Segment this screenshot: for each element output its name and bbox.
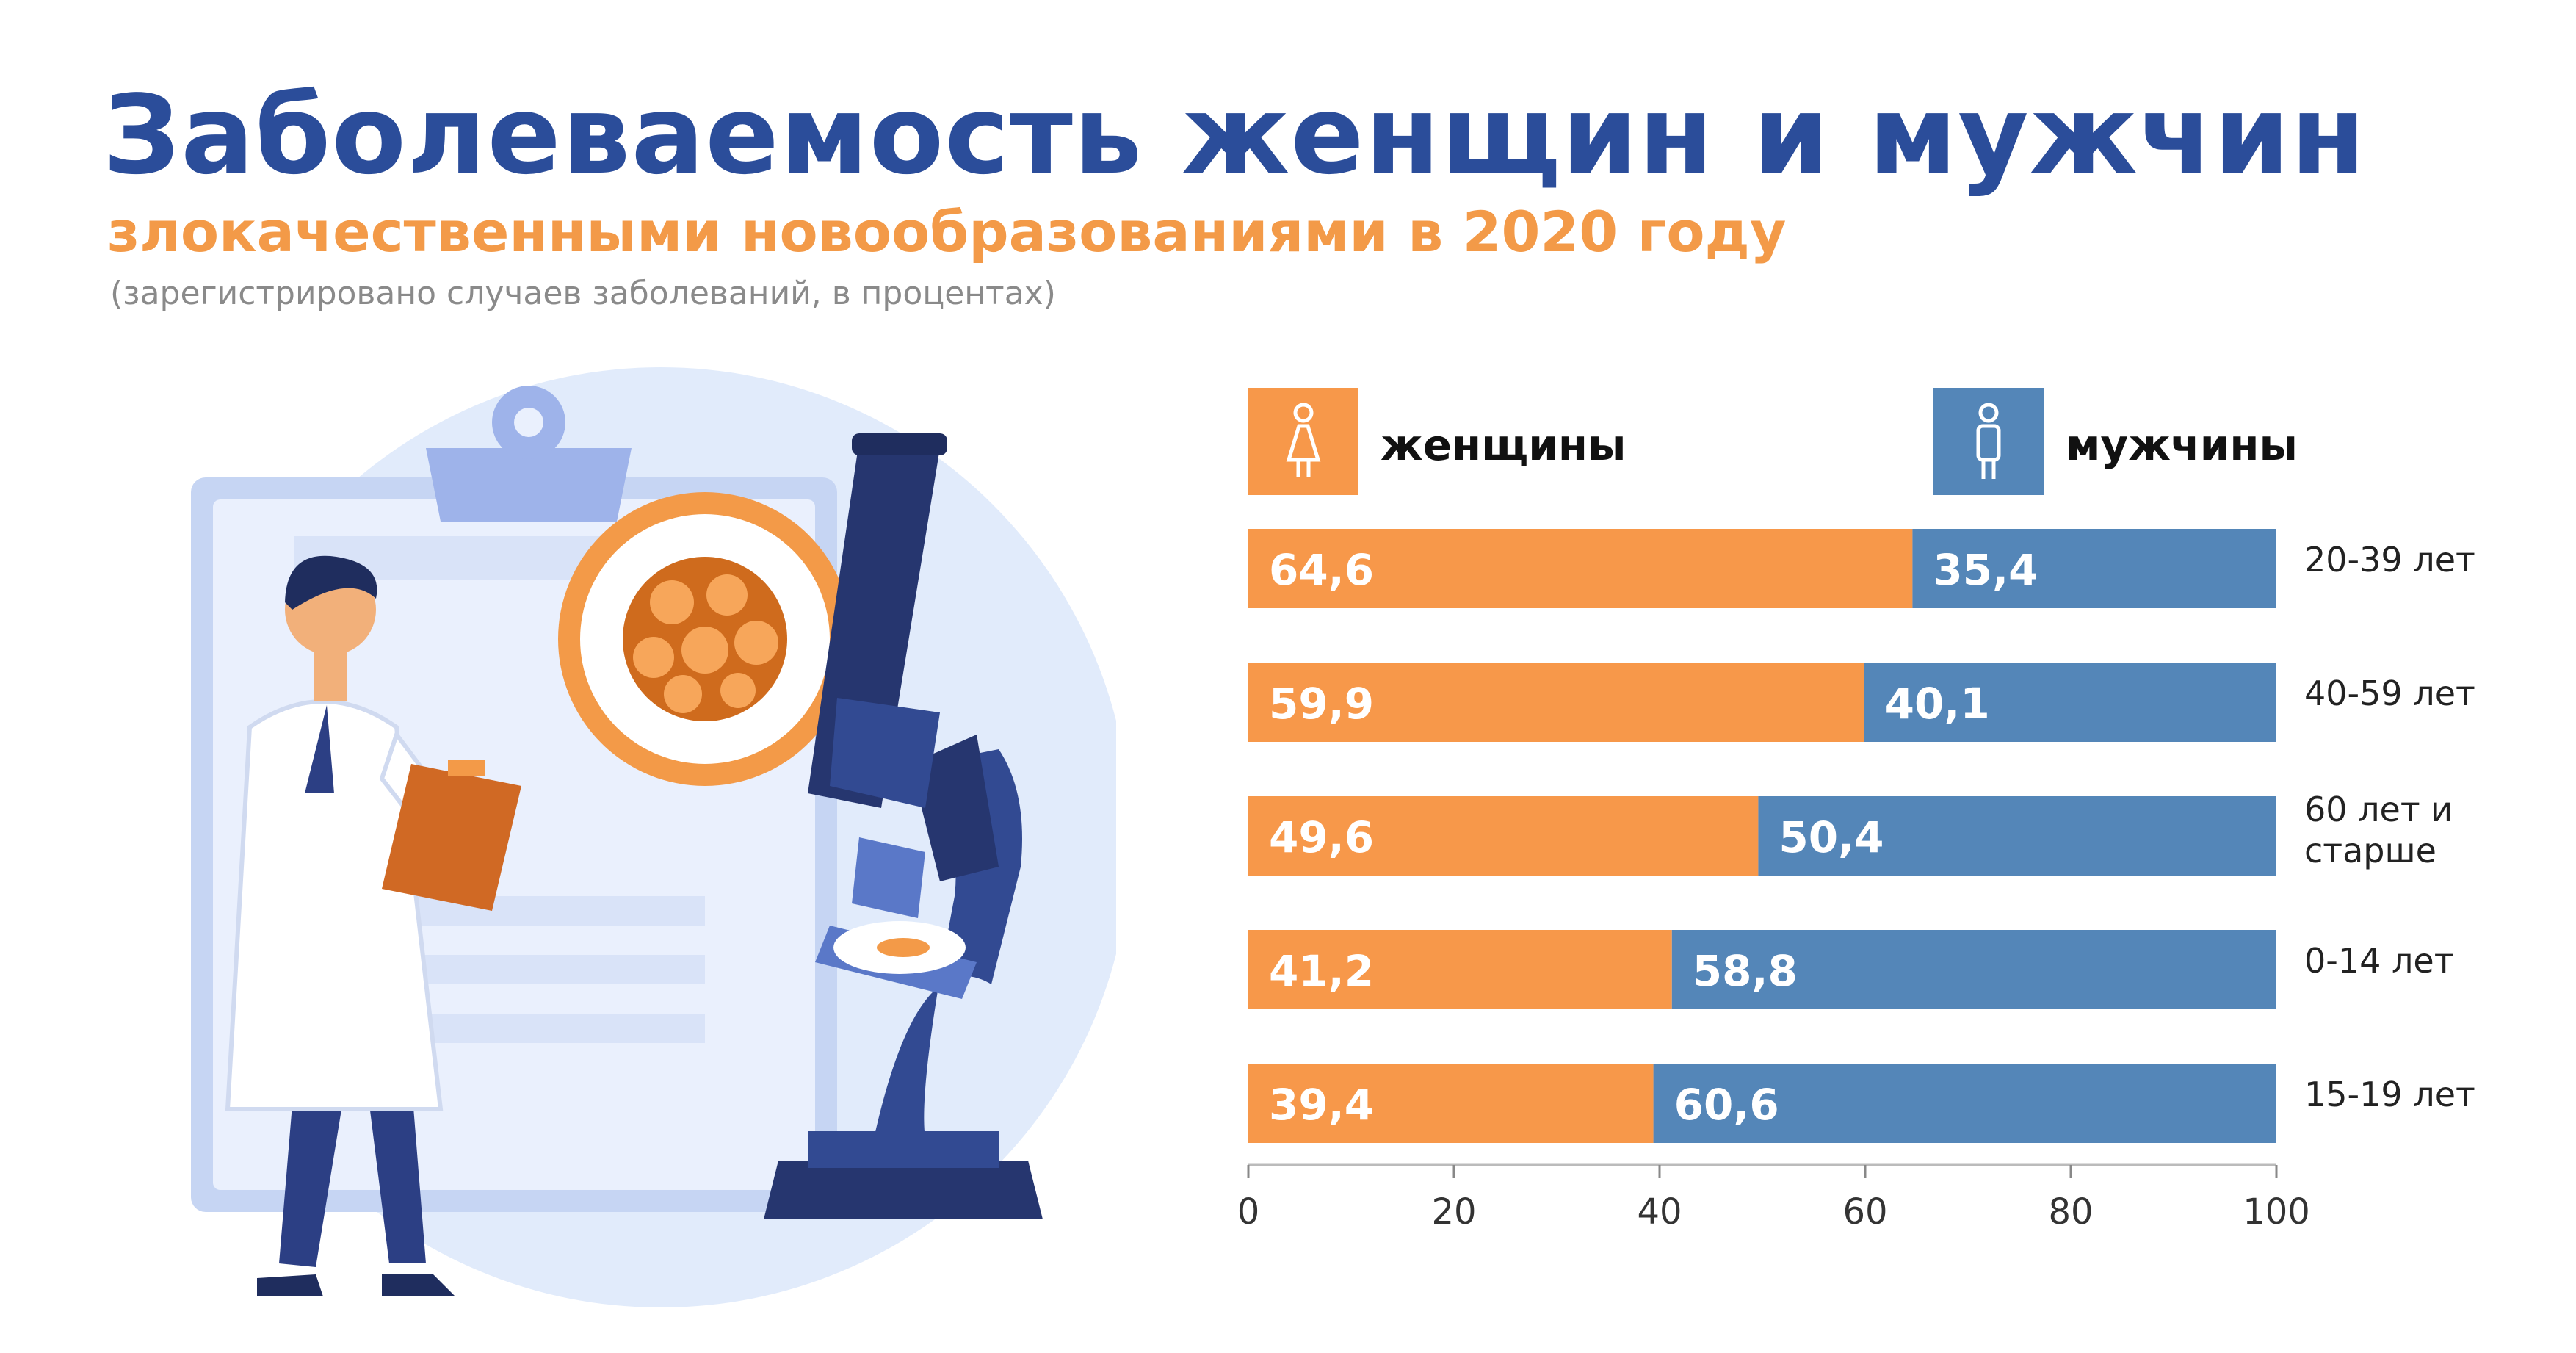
bar-row: 41,2 58,8 0-14 лет (1248, 930, 2454, 1009)
bar-women (1248, 663, 1864, 742)
category-label: 60 лет и старше (2304, 790, 2453, 870)
data-label: 64,6 (1269, 545, 1374, 595)
data-label: 59,9 (1269, 679, 1374, 729)
bar-women (1248, 930, 1672, 1009)
x-tick-label: 60 (1842, 1191, 1887, 1233)
chart-bars: 64,6 35,4 20-39 лет 59,9 40,1 40-59 лет 49,6 50… (1248, 529, 2475, 1143)
x-tick-label: 20 (1431, 1191, 1476, 1233)
bar-men (1671, 930, 2276, 1009)
bar-chart: женщины мужчины 64,6 35,4 20-39 лет 59,9 40,1… (1237, 388, 2475, 1233)
chart-title: Заболеваемость женщин и мужчин (103, 72, 2367, 198)
legend-item-2: мужчины (1933, 388, 2298, 495)
data-label: 50,4 (1779, 812, 1884, 862)
legend-item-1: женщины (1248, 388, 1626, 495)
bar-men (1912, 529, 2276, 608)
bar-men (1864, 663, 2276, 742)
bar-women (1248, 1064, 1654, 1143)
data-label: 35,4 (1933, 545, 2038, 595)
x-tick-label: 100 (2243, 1191, 2310, 1233)
bar-men (1758, 796, 2276, 876)
doctor-figure (225, 555, 521, 1296)
data-label: 60,6 (1674, 1080, 1779, 1130)
data-label: 41,2 (1269, 946, 1374, 996)
bar-row: 39,4 60,6 15-19 лет (1248, 1064, 2475, 1143)
male-icon (1976, 403, 2001, 479)
category-label: 20-39 лет (2304, 540, 2475, 580)
doctor-microscope-illustration (191, 367, 1116, 1307)
category-label: 0-14 лет (2304, 941, 2454, 981)
clipboard-clip (426, 448, 632, 522)
bar-women (1248, 529, 1913, 608)
bar-women (1248, 796, 1759, 876)
x-tick-label: 0 (1237, 1191, 1260, 1233)
legend-label: мужчины (2066, 420, 2298, 470)
x-axis: 0 20 40 60 80 100 (1237, 1163, 2310, 1233)
data-label: 49,6 (1269, 812, 1374, 862)
chart-subtitle: злокачественными новообразованиями в 202… (107, 199, 1787, 264)
category-label: 40-59 лет (2304, 674, 2475, 713)
bar-row: 64,6 35,4 20-39 лет (1248, 529, 2475, 608)
data-label: 58,8 (1693, 946, 1798, 996)
bar-row: 59,9 40,1 40-59 лет (1248, 663, 2475, 742)
chart-note: (зарегистрировано случаев заболеваний, в… (110, 275, 1056, 312)
x-tick-label: 40 (1637, 1191, 1682, 1233)
data-label: 40,1 (1885, 679, 1990, 729)
bar-row: 49,6 50,4 60 лет и старше (1248, 790, 2453, 876)
female-icon (1286, 403, 1321, 477)
microscope-icon (764, 433, 1043, 1219)
category-label: 15-19 лет (2304, 1075, 2475, 1114)
chart-legend: женщины мужчины (1248, 388, 2298, 495)
legend-label: женщины (1381, 420, 1626, 470)
doctor-clipboard (382, 764, 521, 911)
x-tick-label: 80 (2048, 1191, 2093, 1233)
data-label: 39,4 (1269, 1080, 1374, 1130)
bar-men (1653, 1064, 2276, 1143)
